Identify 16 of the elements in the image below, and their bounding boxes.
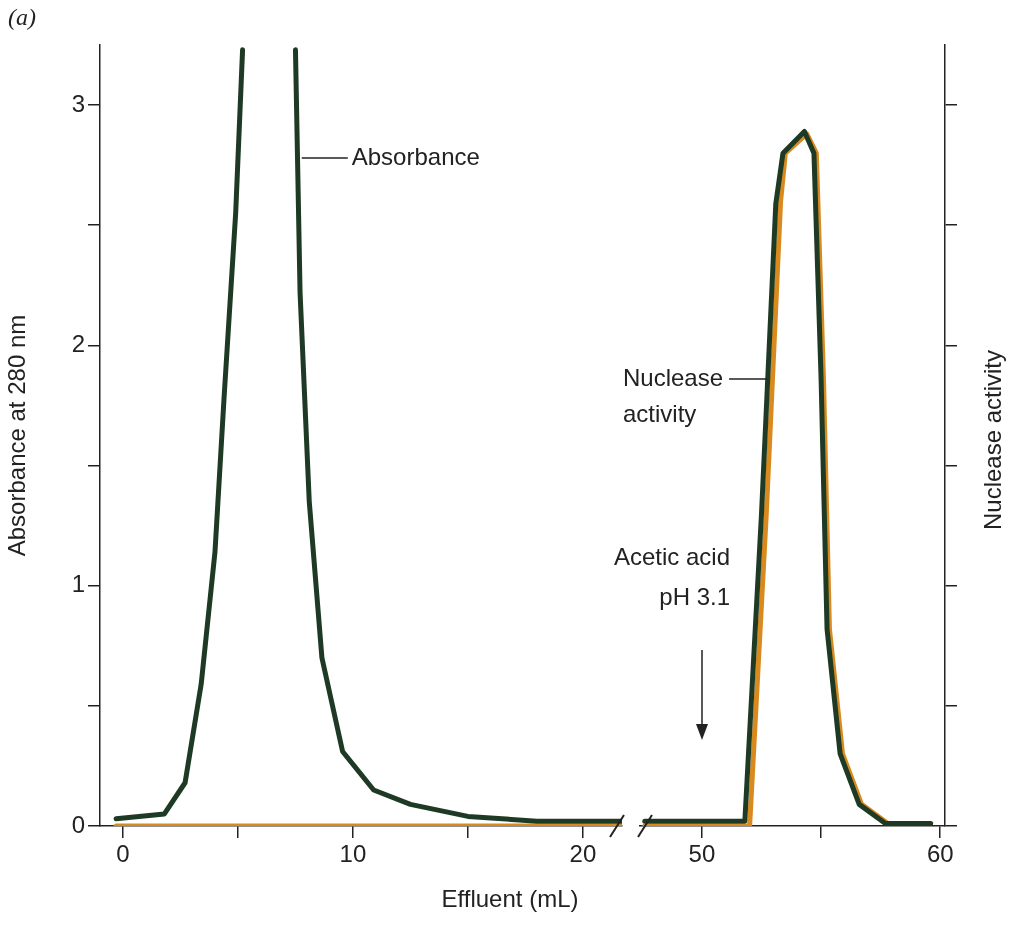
y-tick-label: 0 — [71, 810, 85, 838]
annotation: Acetic acid pH 3.1 — [613, 543, 730, 610]
y2-axis-title: Nuclease activity — [979, 349, 1007, 531]
chart-title: (a) — [8, 4, 36, 31]
annotation: Nuclease activity — [623, 363, 724, 427]
y-tick-label: 2 — [71, 330, 85, 358]
x-tick-label: 60 — [926, 840, 954, 868]
x-tick-label: 10 — [339, 840, 367, 868]
y-axis-title: Absorbance at 280 nm — [3, 314, 31, 557]
y-tick-label: 1 — [71, 570, 85, 598]
y-tick-label: 3 — [71, 89, 85, 117]
x-tick-label: 0 — [116, 840, 130, 868]
annotation: Absorbance — [351, 142, 480, 170]
x-tick-label: 50 — [688, 840, 716, 868]
x-axis-title: Effluent (mL) — [441, 885, 579, 913]
x-tick-label: 20 — [569, 840, 597, 868]
